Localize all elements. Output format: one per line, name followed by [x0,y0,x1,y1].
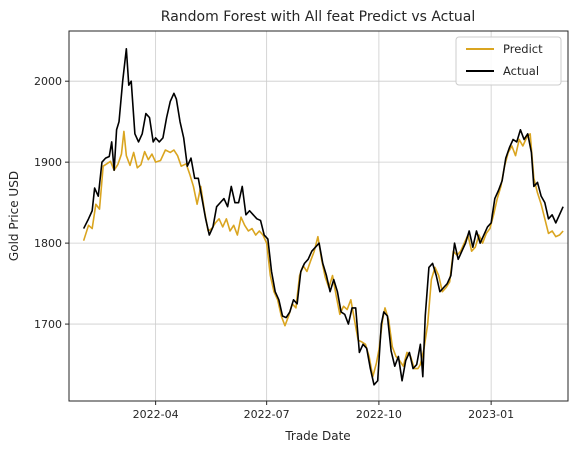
legend: Predict Actual [456,37,561,85]
chart-title: Random Forest with All feat Predict vs A… [161,9,475,25]
x-tick-label: 2023-01 [468,408,514,421]
legend-label-predict: Predict [503,42,543,56]
y-axis-label: Gold Price USD [7,171,21,261]
x-axis-ticks: 2022-04 2022-07 2022-10 2023-01 [133,401,514,421]
y-axis-ticks: 1700 1800 1900 2000 [34,75,69,331]
legend-label-actual: Actual [503,64,539,78]
y-tick-label: 2000 [34,75,62,88]
y-tick-label: 1700 [34,318,62,331]
x-tick-label: 2022-07 [244,408,290,421]
x-axis-label: Trade Date [284,429,350,443]
x-tick-label: 2022-04 [133,408,179,421]
y-tick-label: 1900 [34,156,62,169]
y-tick-label: 1800 [34,237,62,250]
x-tick-label: 2022-10 [356,408,402,421]
